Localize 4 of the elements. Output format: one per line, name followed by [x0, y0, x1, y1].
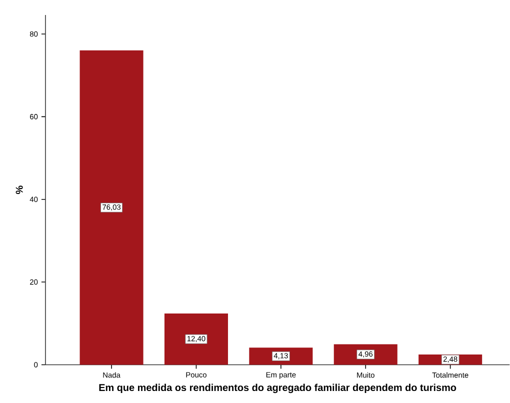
- bar: [80, 50, 144, 365]
- bar: [164, 314, 228, 365]
- x-axis-title: Em que medida os rendimentos do agregado familiar dependem do turismo: [99, 384, 456, 394]
- y-axis-title: %: [16, 186, 23, 194]
